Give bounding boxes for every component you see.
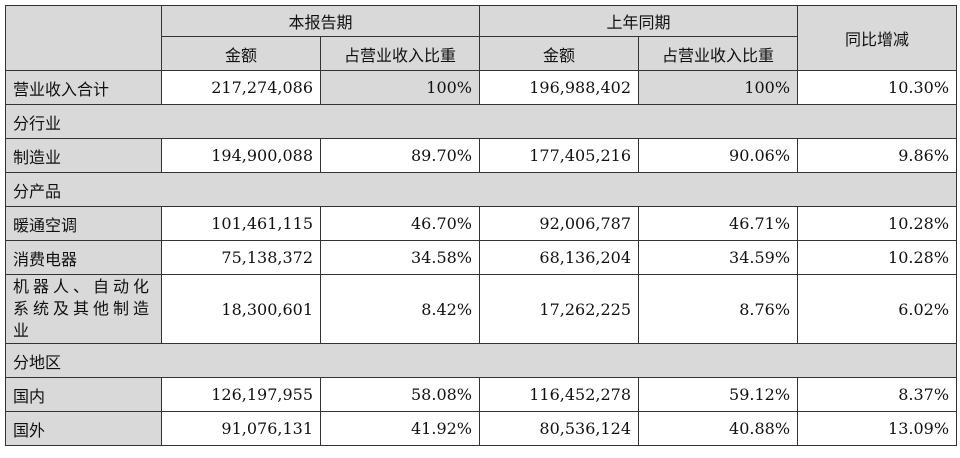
cell-prev-share: 90.06% xyxy=(638,138,799,173)
section-label-region: 分地区 xyxy=(4,343,958,378)
section-row-region: 分地区 xyxy=(4,343,958,378)
table-row-domestic: 国内 126,197,955 58.08% 116,452,278 59.12%… xyxy=(5,377,958,412)
cell-prev-share: 46.71% xyxy=(638,206,799,241)
cell-change: 10.28% xyxy=(797,206,958,241)
header-row-1: 本报告期 上年同期 同比增减 xyxy=(5,5,958,71)
cell-prev-share: 59.12% xyxy=(638,377,799,412)
cell-cur-share: 41.92% xyxy=(319,411,481,446)
header-current-period: 本报告期 xyxy=(160,5,481,37)
cell-change: 6.02% xyxy=(797,274,958,344)
header-row-2: 金额 占营业收入比重 金额 占营业收入比重 xyxy=(6,36,957,71)
cell-change: 13.09% xyxy=(797,411,958,446)
header-prev-amount: 金额 xyxy=(479,36,640,71)
header-prev-share: 占营业收入比重 xyxy=(638,36,799,71)
cell-cur-amount: 217,274,086 xyxy=(161,70,321,105)
header-yoy-change: 同比增减 xyxy=(797,5,958,71)
cell-change: 10.28% xyxy=(797,240,958,275)
cell-cur-share: 46.70% xyxy=(319,206,481,241)
cell-cur-amount: 91,076,131 xyxy=(161,411,321,446)
cell-cur-share: 58.08% xyxy=(319,377,481,412)
cell-prev-amount: 196,988,402 xyxy=(479,70,640,105)
header-cur-share: 占营业收入比重 xyxy=(319,36,481,71)
cell-cur-share: 34.58% xyxy=(319,240,481,275)
header-corner-cell xyxy=(5,5,162,71)
revenue-breakdown-table: 本报告期 上年同期 同比增减 金额 占营业收入比重 金额 占营业收入比重 营业收… xyxy=(4,5,958,446)
header-cur-amount: 金额 xyxy=(161,36,321,71)
cell-prev-share: 100% xyxy=(638,70,799,105)
cell-change: 8.37% xyxy=(797,377,958,412)
row-label: 机器人、自动化系统及其他制造业 xyxy=(5,274,162,344)
cell-prev-share: 40.88% xyxy=(638,411,799,446)
cell-prev-amount: 17,262,225 xyxy=(479,274,640,344)
cell-cur-share: 8.42% xyxy=(319,274,481,344)
cell-cur-amount: 75,138,372 xyxy=(161,240,321,275)
cell-prev-amount: 68,136,204 xyxy=(479,240,640,275)
row-label: 制造业 xyxy=(5,138,162,173)
row-label: 营业收入合计 xyxy=(5,70,162,105)
section-row-industry: 分行业 xyxy=(4,104,958,139)
section-label-industry: 分行业 xyxy=(4,104,958,139)
row-label: 暖通空调 xyxy=(5,206,162,241)
cell-cur-amount: 101,461,115 xyxy=(161,206,321,241)
row-label: 国外 xyxy=(5,411,162,446)
table-row-total: 营业收入合计 217,274,086 100% 196,988,402 100%… xyxy=(5,70,958,105)
cell-cur-amount: 194,900,088 xyxy=(161,138,321,173)
cell-prev-amount: 177,405,216 xyxy=(479,138,640,173)
table-row-hvac: 暖通空调 101,461,115 46.70% 92,006,787 46.71… xyxy=(5,206,958,241)
row-label: 国内 xyxy=(5,377,162,412)
table-row-overseas: 国外 91,076,131 41.92% 80,536,124 40.88% 1… xyxy=(5,411,958,446)
cell-change: 9.86% xyxy=(797,138,958,173)
cell-prev-amount: 80,536,124 xyxy=(479,411,640,446)
cell-cur-amount: 18,300,601 xyxy=(161,274,321,344)
table-row-consumer: 消费电器 75,138,372 34.58% 68,136,204 34.59%… xyxy=(5,240,958,275)
section-row-product: 分产品 xyxy=(4,172,958,207)
table-row-robotics: 机器人、自动化系统及其他制造业 18,300,601 8.42% 17,262,… xyxy=(5,274,958,344)
cell-prev-amount: 92,006,787 xyxy=(479,206,640,241)
row-label: 消费电器 xyxy=(5,240,162,275)
cell-cur-amount: 126,197,955 xyxy=(161,377,321,412)
cell-prev-share: 8.76% xyxy=(638,274,799,344)
cell-cur-share: 89.70% xyxy=(319,138,481,173)
cell-change: 10.30% xyxy=(797,70,958,105)
header-prior-period: 上年同期 xyxy=(479,5,799,37)
cell-prev-share: 34.59% xyxy=(638,240,799,275)
cell-prev-amount: 116,452,278 xyxy=(479,377,640,412)
cell-cur-share: 100% xyxy=(319,70,481,105)
table-row-manufacturing: 制造业 194,900,088 89.70% 177,405,216 90.06… xyxy=(5,138,958,173)
section-label-product: 分产品 xyxy=(4,172,958,207)
